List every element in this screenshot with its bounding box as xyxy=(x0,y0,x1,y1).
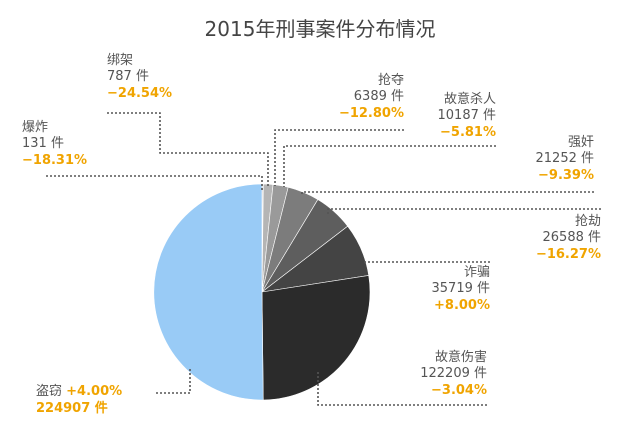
count-label-故意杀人: 10187 件 xyxy=(438,108,497,123)
pie-slice-盗窃 xyxy=(153,183,264,401)
category-name: 盗窃 xyxy=(36,383,66,399)
leader-line-强奸 xyxy=(301,191,594,194)
leader-line-故意伤害 xyxy=(317,372,487,406)
category-label-故意伤害: 故意伤害 xyxy=(435,349,487,365)
change-label-强奸: −9.39% xyxy=(538,168,594,183)
pie-slices xyxy=(153,183,371,401)
count-label-诈骗: 35719 件 xyxy=(432,281,491,296)
count-label-抢夺: 6389 件 xyxy=(354,89,404,104)
count-label-盗窃: 224907 件 xyxy=(36,400,108,416)
category-label-故意杀人: 故意杀人 xyxy=(444,91,496,107)
leader-line-抢劫 xyxy=(327,208,601,214)
change-label-诈骗: +8.00% xyxy=(434,298,490,313)
change-label-故意伤害: −3.04% xyxy=(431,383,487,398)
pie-slice-故意伤害 xyxy=(261,275,371,401)
count-label-绑架: 787 件 xyxy=(107,69,149,84)
count-label-故意伤害: 122209 件 xyxy=(420,366,487,381)
category-label-诈骗: 诈骗 xyxy=(464,265,490,280)
count-label-抢劫: 26588 件 xyxy=(543,230,602,245)
leader-lines xyxy=(46,112,601,406)
leader-line-故意杀人 xyxy=(283,145,496,187)
chart-title: 2015年刑事案件分布情况 xyxy=(205,17,436,41)
count-label-强奸: 21252 件 xyxy=(536,151,595,166)
leader-line-绑架 xyxy=(107,112,269,186)
category-label-强奸: 强奸 xyxy=(568,135,594,150)
leader-line-盗窃 xyxy=(155,369,191,394)
category-label-抢夺: 抢夺 xyxy=(378,72,404,88)
change-label-爆炸: −18.31% xyxy=(22,153,87,168)
leader-line-抢夺 xyxy=(274,129,404,186)
category-label-绑架: 绑架 xyxy=(107,53,133,68)
change-label-抢夺: −12.80% xyxy=(339,106,404,121)
category-label-抢劫: 抢劫 xyxy=(575,213,601,229)
change-label-抢劫: −16.27% xyxy=(536,247,601,262)
count-label-爆炸: 131 件 xyxy=(22,136,64,151)
category-label-爆炸: 爆炸 xyxy=(22,120,48,135)
change-label: +4.00% xyxy=(66,384,122,399)
change-label-绑架: −24.54% xyxy=(107,86,172,101)
slice-label-盗窃: 盗窃 +4.00% xyxy=(36,383,122,399)
leader-line-爆炸 xyxy=(46,175,263,190)
change-label-故意杀人: −5.81% xyxy=(440,125,496,140)
